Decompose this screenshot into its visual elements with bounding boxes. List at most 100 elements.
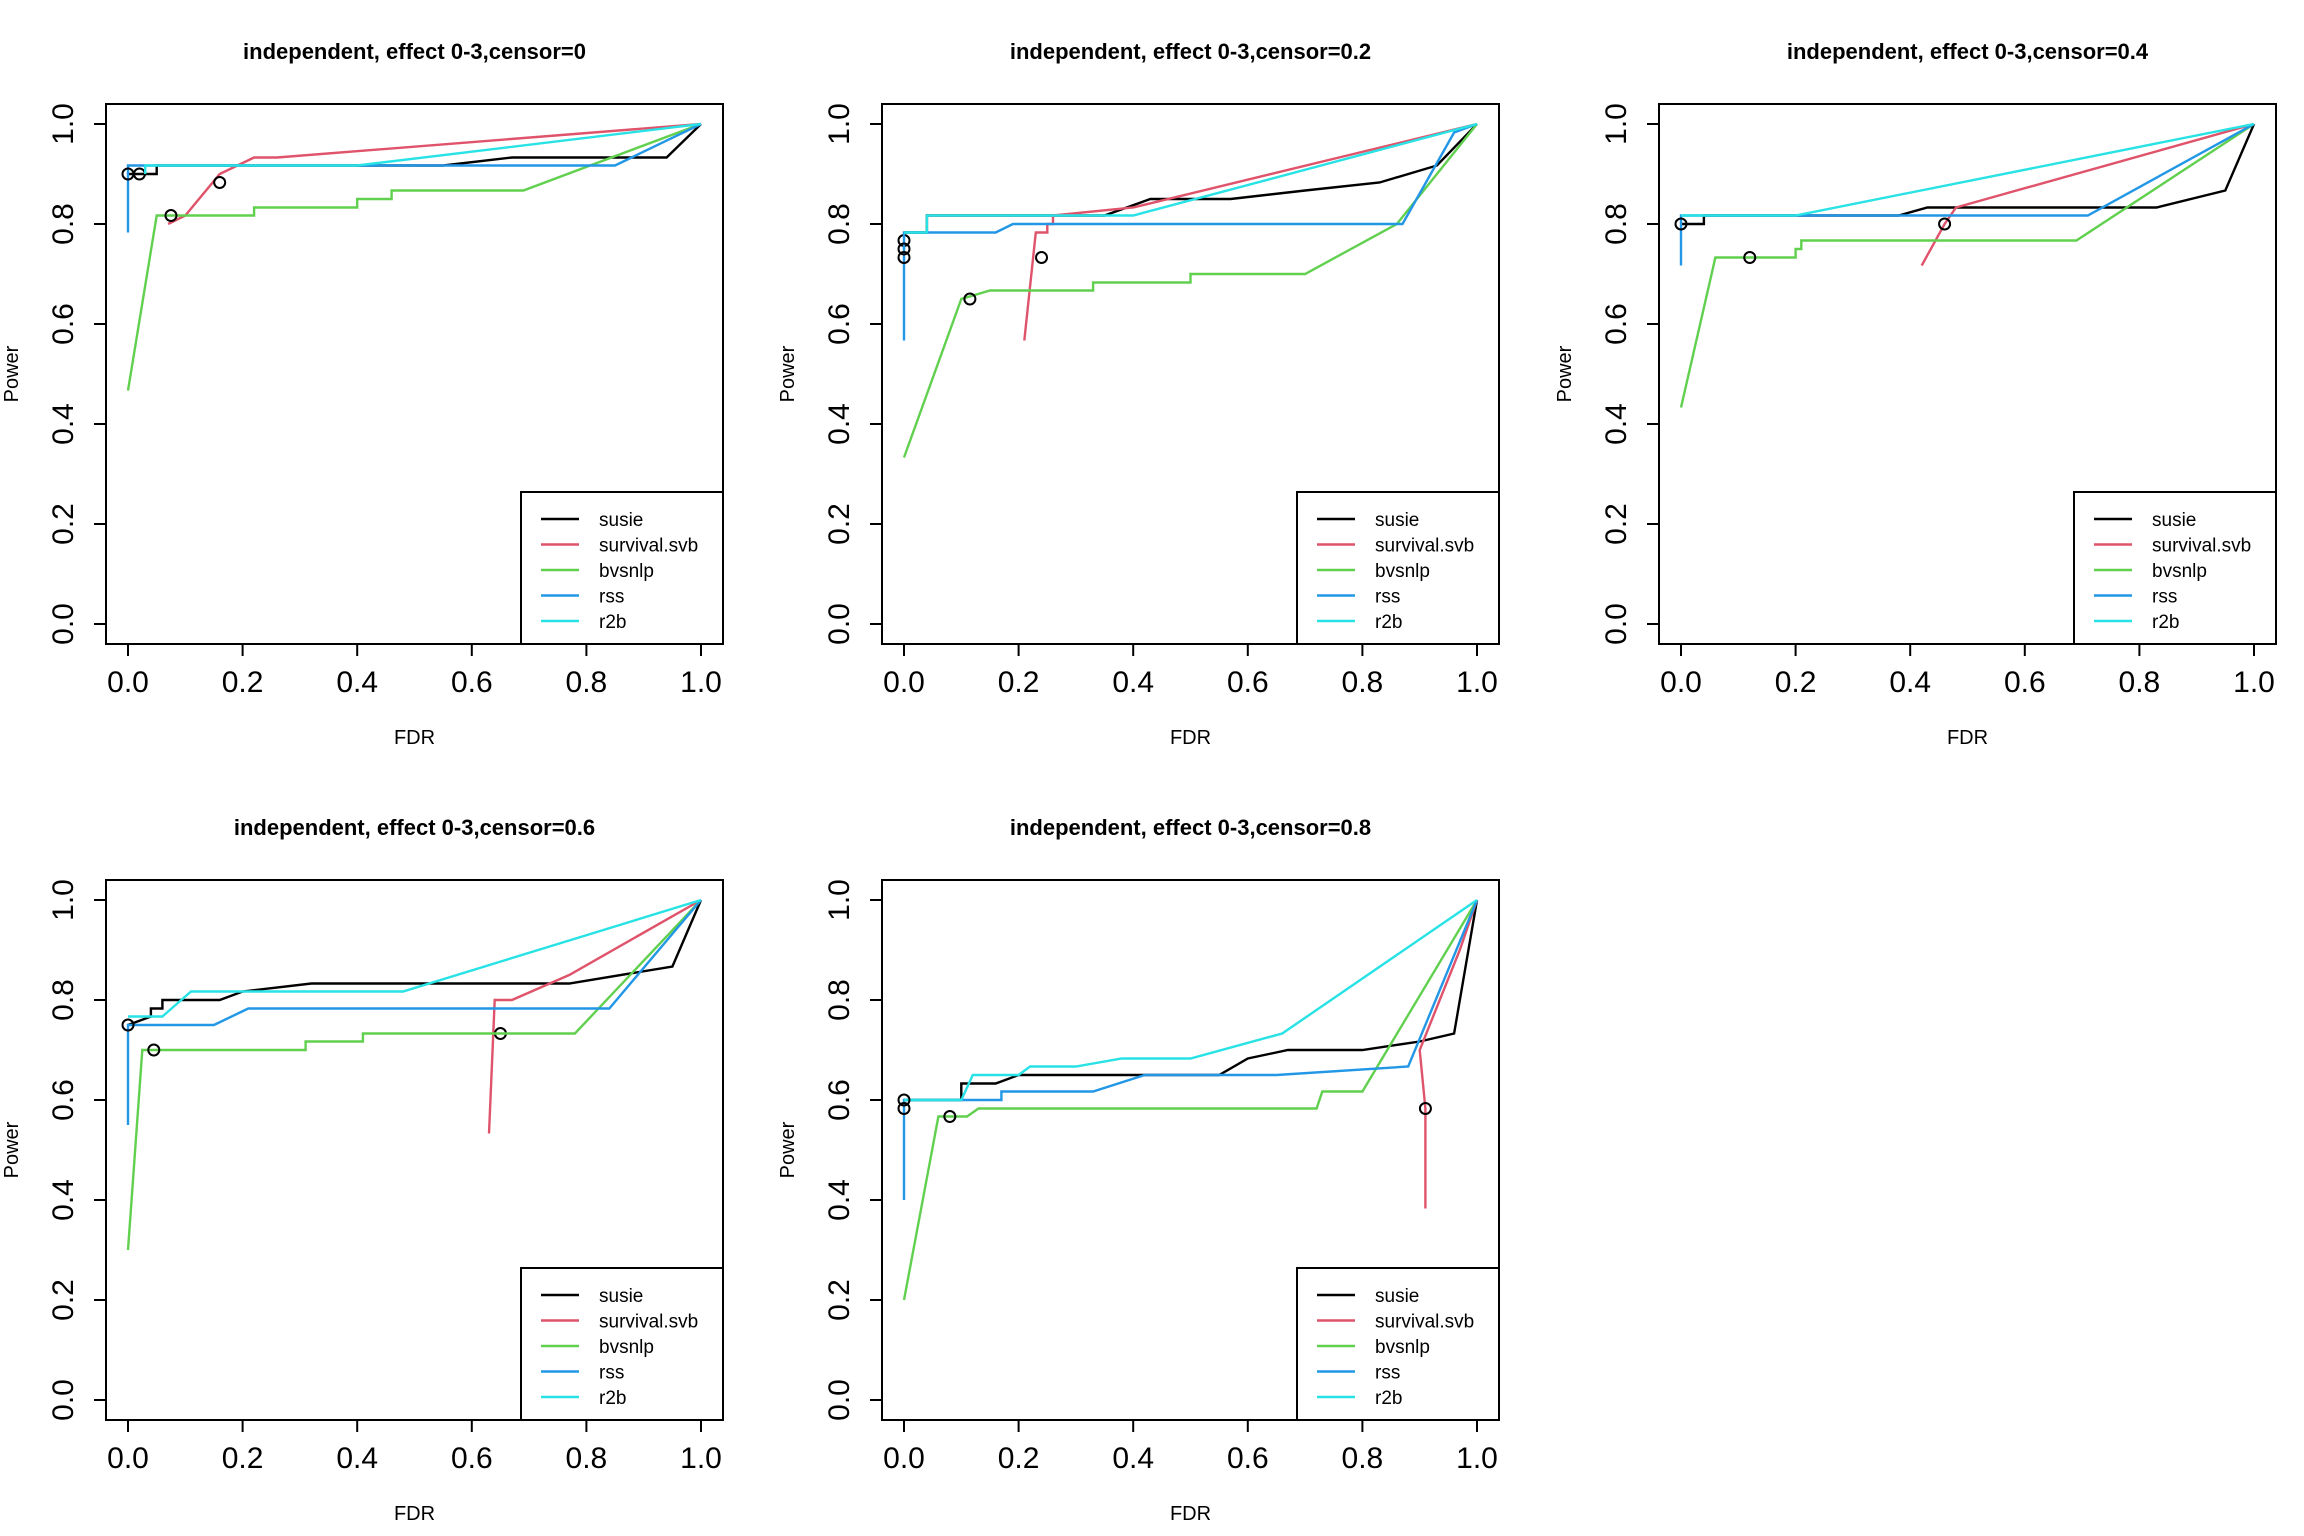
x-tick-label: 0.6 [2004, 666, 2046, 699]
x-axis-label: FDR [394, 1503, 435, 1525]
x-tick-label: 1.0 [1456, 1442, 1498, 1475]
chart-panel-5: independent, effect 0-3,censor=0.8 0.0 0.2… [777, 815, 1500, 1525]
y-tick-label: 0.2 [823, 1279, 856, 1321]
threshold-point-marker [1743, 251, 1757, 264]
y-tick-label: 1.0 [823, 103, 856, 145]
x-tick-label: 0.0 [883, 666, 925, 699]
legend-label-bvsnlp: bvsnlp [599, 561, 654, 582]
y-tick-label: 1.0 [47, 103, 80, 145]
threshold-point-marker [147, 1043, 161, 1057]
y-tick-label: 1.0 [47, 879, 80, 921]
x-tick-label: 0.4 [1112, 1442, 1154, 1475]
threshold-point-marker [963, 292, 977, 306]
series-line-survival.svb [487, 898, 702, 1134]
legend-label-rss: rss [1375, 1363, 1400, 1384]
x-tick-label: 1.0 [680, 666, 722, 699]
legend-label-susie: susie [2152, 510, 2196, 531]
legend-label-r2b: r2b [599, 612, 626, 633]
y-tick-label: 0.4 [1600, 403, 1633, 445]
legend-label-survival.svb: survival.svb [599, 536, 698, 557]
legend-label-bvsnlp: bvsnlp [1375, 1337, 1430, 1358]
threshold-point-marker [943, 1110, 957, 1123]
x-tick-label: 0.2 [998, 1442, 1040, 1475]
series-line-r2b [128, 898, 702, 1018]
legend-label-survival.svb: survival.svb [599, 1312, 698, 1333]
legend-label-susie: susie [599, 1286, 643, 1307]
legend-label-r2b: r2b [2152, 612, 2179, 633]
y-axis-label: Power [1, 1121, 23, 1178]
series-line-bvsnlp [1679, 122, 2255, 408]
chart-panel-3: independent, effect 0-3,censor=0.4 0.0 0.2… [1554, 39, 2277, 749]
legend-label-r2b: r2b [599, 1388, 626, 1409]
y-tick-label: 0.0 [823, 1379, 856, 1421]
x-tick-label: 0.8 [1342, 666, 1384, 699]
threshold-point-marker [1035, 251, 1049, 264]
y-tick-label: 0.4 [823, 1179, 856, 1221]
y-tick-label: 0.0 [47, 1379, 80, 1421]
chart-title: independent, effect 0-3,censor=0.8 [1010, 815, 1371, 840]
x-axis-label: FDR [1170, 1503, 1211, 1525]
y-tick-label: 0.6 [1600, 303, 1633, 345]
x-tick-label: 0.0 [107, 666, 149, 699]
series-line-susie [127, 899, 703, 1027]
x-tick-label: 0.6 [1227, 1442, 1269, 1475]
legend-box [2073, 491, 2277, 645]
x-axis-label: FDR [394, 727, 435, 749]
series-line-bvsnlp [902, 123, 1478, 458]
x-tick-label: 0.2 [222, 1442, 264, 1475]
series-line-r2b [1681, 122, 2255, 217]
threshold-point-marker [897, 1102, 911, 1115]
series-line-r2b [143, 122, 702, 174]
y-tick-label: 0.2 [47, 503, 80, 545]
series-line-rss [126, 122, 702, 233]
series-line-rss [1679, 122, 2255, 266]
series-line-bvsnlp [902, 899, 1479, 1301]
y-axis-label: Power [1554, 345, 1576, 402]
x-tick-label: 0.8 [566, 1442, 608, 1475]
legend-label-bvsnlp: bvsnlp [1375, 561, 1430, 582]
y-tick-label: 0.2 [1600, 503, 1633, 545]
y-tick-label: 0.8 [823, 979, 856, 1021]
y-tick-label: 0.6 [47, 1079, 80, 1121]
y-tick-label: 0.8 [823, 203, 856, 245]
x-tick-label: 0.4 [336, 1442, 378, 1475]
legend-box [1296, 491, 1500, 645]
legend-box [1296, 1267, 1500, 1421]
legend-box [520, 1267, 724, 1421]
legend-label-r2b: r2b [1375, 612, 1402, 633]
y-tick-label: 0.2 [823, 503, 856, 545]
legend-label-survival.svb: survival.svb [1375, 536, 1474, 557]
x-tick-label: 1.0 [1456, 666, 1498, 699]
chart-title: independent, effect 0-3,censor=0.4 [1787, 39, 2149, 64]
chart-panel-2: independent, effect 0-3,censor=0.2 0.0 0.2… [777, 39, 1500, 749]
y-axis-label: Power [777, 1121, 799, 1178]
y-tick-label: 1.0 [1600, 103, 1633, 145]
threshold-point-marker [121, 1018, 135, 1032]
x-tick-label: 0.2 [1775, 666, 1817, 699]
x-tick-label: 0.0 [883, 1442, 925, 1475]
threshold-point-marker [1938, 217, 1952, 231]
x-tick-label: 0.2 [222, 666, 264, 699]
series-line-rss [902, 122, 1478, 341]
y-tick-label: 0.8 [47, 203, 80, 245]
y-tick-label: 1.0 [823, 879, 856, 921]
x-tick-label: 0.8 [566, 666, 608, 699]
legend-label-survival.svb: survival.svb [2152, 536, 2251, 557]
legend-label-susie: susie [1375, 510, 1419, 531]
legend: susie survival.svb bvsnlp rss r2b [520, 1267, 724, 1421]
series-line-survival.svb [167, 122, 702, 226]
x-tick-label: 0.0 [1660, 666, 1702, 699]
series-line-bvsnlp [126, 122, 702, 391]
threshold-point-marker [121, 167, 135, 181]
threshold-point-marker [1674, 217, 1688, 231]
y-tick-label: 0.4 [47, 1179, 80, 1221]
x-axis-label: FDR [1947, 727, 1988, 749]
legend: susie survival.svb bvsnlp rss r2b [1296, 1267, 1500, 1421]
x-tick-label: 0.6 [1227, 666, 1269, 699]
y-tick-label: 0.6 [823, 303, 856, 345]
legend-label-rss: rss [599, 1363, 624, 1384]
y-tick-label: 0.8 [47, 979, 80, 1021]
series-line-r2b [904, 899, 1478, 1102]
x-tick-label: 0.8 [2119, 666, 2161, 699]
